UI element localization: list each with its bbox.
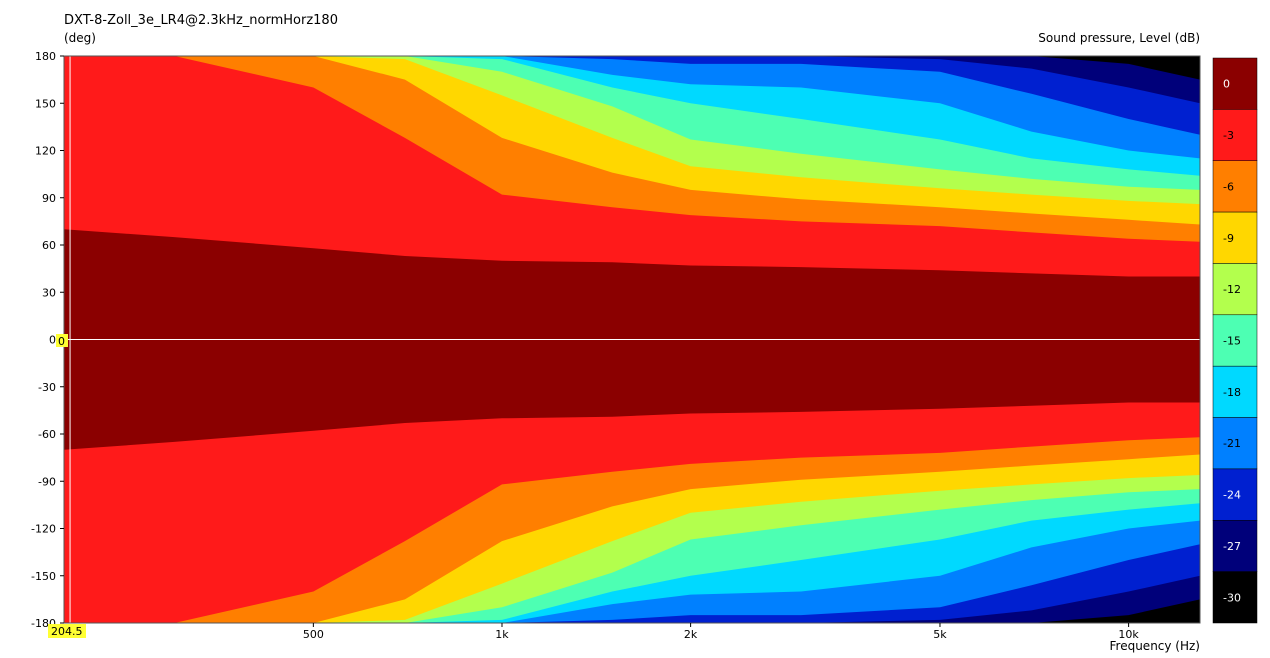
y-tick-label: 90 — [42, 192, 56, 205]
chart-title: DXT-8-Zoll_3e_LR4@2.3kHz_normHorz180 — [64, 13, 338, 28]
colorbar-level-label: -12 — [1223, 283, 1241, 296]
cursor-x-value: 204.5 — [51, 625, 83, 638]
y-tick-label: -150 — [31, 570, 56, 583]
x-tick-label: 5k — [933, 628, 947, 641]
colorbar: 0 -3 -6 -9 -12 -15 -18 -21 -24 -27 -30 — [1212, 57, 1258, 624]
colorbar-level-label: -6 — [1223, 180, 1234, 193]
colorbar-level-label: -24 — [1223, 489, 1241, 502]
colorbar-swatch — [1212, 109, 1258, 161]
colorbar-swatch — [1212, 571, 1258, 624]
colorbar-level-label: -21 — [1223, 437, 1241, 450]
x-axis: 500 1k 2k 5k 10k — [303, 623, 1139, 641]
y-tick-label: -30 — [38, 381, 56, 394]
colorbar-level-label: 0 — [1223, 78, 1230, 91]
cursor-y-badge — [56, 334, 68, 347]
cursor-y-value: 0 — [58, 335, 65, 348]
y-axis-unit: (deg) — [64, 31, 96, 45]
colorbar-label: Sound pressure, Level (dB) — [1038, 31, 1200, 45]
cursor-readouts: 0 204.5 — [48, 334, 86, 638]
colorbar-level-label: -3 — [1223, 129, 1234, 142]
colorbar-swatch — [1212, 211, 1258, 264]
colorbar-swatch — [1212, 263, 1258, 316]
contour-bands — [64, 56, 1200, 623]
y-tick-label: -120 — [31, 523, 56, 536]
x-tick-label: 1k — [495, 628, 509, 641]
colorbar-swatch — [1212, 365, 1258, 418]
y-tick-label: 30 — [42, 286, 56, 299]
x-tick-label: 10k — [1118, 628, 1139, 641]
colorbar-swatch — [1212, 57, 1258, 110]
colorbar-level-label: -27 — [1223, 540, 1241, 553]
colorbar-swatch — [1212, 520, 1258, 572]
colorbar-level-label: -9 — [1223, 232, 1234, 245]
y-tick-label: 60 — [42, 239, 56, 252]
colorbar-swatch — [1212, 417, 1258, 470]
colorbar-level-label: -30 — [1223, 591, 1241, 604]
colorbar-swatch — [1212, 160, 1258, 213]
x-axis-label: Frequency (Hz) — [1109, 639, 1201, 653]
y-tick-label: -90 — [38, 475, 56, 488]
y-tick-label: 180 — [35, 50, 56, 63]
cursor-x-badge — [48, 624, 86, 638]
y-tick-label: -60 — [38, 428, 56, 441]
y-tick-label: 0 — [49, 334, 56, 347]
colorbar-swatch — [1212, 314, 1258, 367]
x-tick-label: 500 — [303, 628, 324, 641]
colorbar-swatch — [1212, 468, 1258, 521]
colorbar-level-label: -18 — [1223, 386, 1241, 399]
y-tick-label: 120 — [35, 145, 56, 158]
x-tick-label: 2k — [684, 628, 698, 641]
y-tick-label: 150 — [35, 97, 56, 110]
colorbar-level-label: -15 — [1223, 335, 1241, 348]
